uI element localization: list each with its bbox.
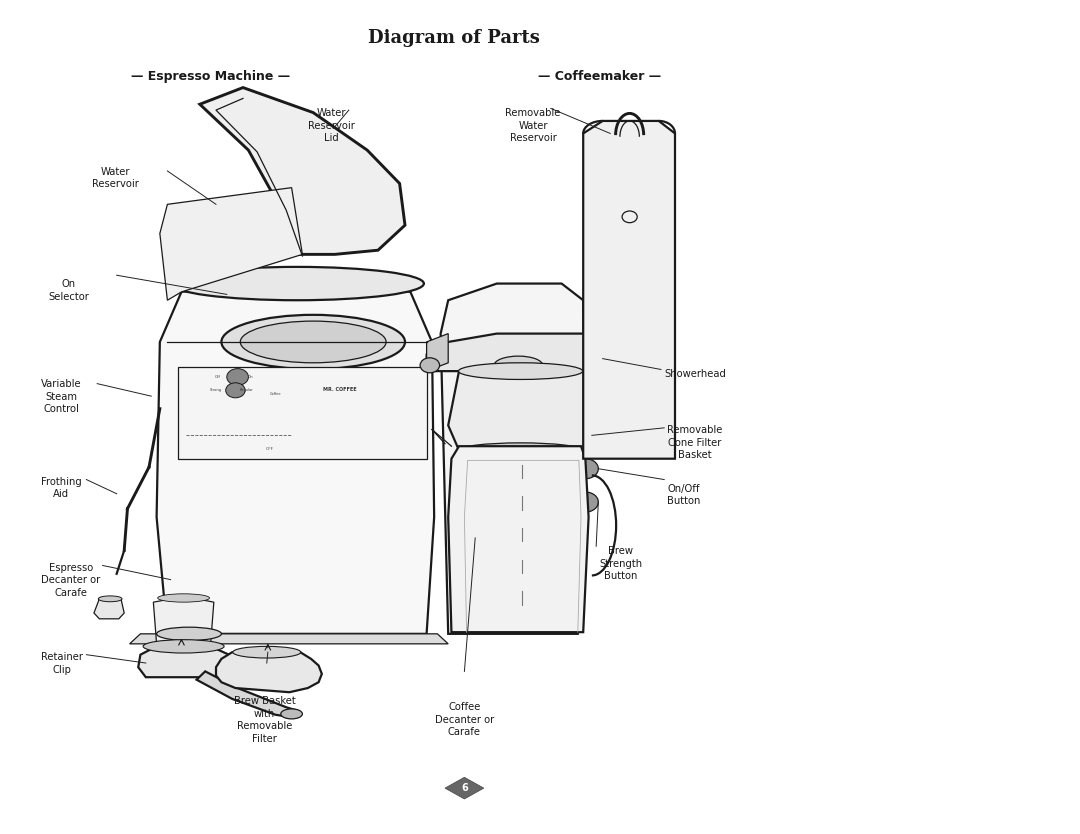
- Text: On
Selector: On Selector: [49, 279, 90, 302]
- Text: Water
Reservoir
Lid: Water Reservoir Lid: [308, 108, 354, 143]
- Circle shape: [227, 369, 248, 385]
- Polygon shape: [197, 671, 297, 717]
- Polygon shape: [153, 596, 214, 644]
- Text: On: On: [247, 375, 254, 379]
- Text: — Espresso Machine —: — Espresso Machine —: [131, 70, 291, 83]
- Text: Removable
Water
Reservoir: Removable Water Reservoir: [505, 108, 561, 143]
- Ellipse shape: [157, 627, 221, 641]
- Polygon shape: [448, 371, 592, 450]
- Ellipse shape: [98, 595, 122, 602]
- Text: Brew
Strength
Button: Brew Strength Button: [599, 546, 643, 581]
- Ellipse shape: [458, 363, 583, 379]
- Ellipse shape: [144, 640, 225, 653]
- Text: Showerhead: Showerhead: [664, 369, 726, 379]
- Polygon shape: [448, 446, 589, 632]
- Text: Off: Off: [215, 375, 221, 379]
- Polygon shape: [138, 646, 232, 677]
- Ellipse shape: [233, 646, 300, 658]
- Text: Diagram of Parts: Diagram of Parts: [367, 28, 540, 47]
- Text: On/Off
Button: On/Off Button: [667, 484, 701, 506]
- Polygon shape: [216, 652, 322, 692]
- Polygon shape: [427, 334, 599, 371]
- Polygon shape: [130, 634, 448, 644]
- Ellipse shape: [171, 267, 423, 300]
- Polygon shape: [157, 275, 434, 634]
- Polygon shape: [200, 88, 405, 254]
- Text: MR. COFFEE: MR. COFFEE: [323, 387, 357, 392]
- Circle shape: [420, 358, 440, 373]
- Text: Espresso
Decanter or
Carafe: Espresso Decanter or Carafe: [41, 563, 100, 598]
- Text: Brew Basket
with
Removable
Filter: Brew Basket with Removable Filter: [233, 696, 296, 744]
- Polygon shape: [178, 367, 427, 459]
- Text: Frothing
Aid: Frothing Aid: [41, 477, 82, 500]
- Polygon shape: [160, 188, 302, 300]
- Text: Removable
Cone Filter
Basket: Removable Cone Filter Basket: [667, 425, 723, 460]
- Text: 6: 6: [461, 783, 468, 793]
- Text: Strong: Strong: [211, 389, 221, 392]
- Polygon shape: [441, 284, 585, 634]
- Circle shape: [572, 459, 598, 479]
- Text: Retainer
Clip: Retainer Clip: [41, 652, 83, 675]
- Text: Regular: Regular: [240, 389, 253, 392]
- Text: OFF: OFF: [266, 447, 274, 450]
- Ellipse shape: [158, 594, 210, 602]
- Text: — Coffeemaker —: — Coffeemaker —: [538, 70, 661, 83]
- Polygon shape: [445, 777, 484, 799]
- Polygon shape: [427, 334, 448, 371]
- Circle shape: [226, 383, 245, 398]
- Polygon shape: [583, 121, 675, 459]
- Text: Coffee
Decanter or
Carafe: Coffee Decanter or Carafe: [435, 702, 494, 737]
- Ellipse shape: [221, 315, 405, 369]
- Polygon shape: [94, 599, 124, 619]
- Ellipse shape: [281, 709, 302, 719]
- Text: Coffee: Coffee: [270, 392, 281, 395]
- Ellipse shape: [240, 321, 387, 363]
- Text: Variable
Steam
Control: Variable Steam Control: [41, 379, 82, 414]
- Ellipse shape: [494, 356, 542, 374]
- Circle shape: [572, 492, 598, 512]
- Text: Water
Reservoir: Water Reservoir: [92, 167, 138, 189]
- Ellipse shape: [458, 443, 583, 458]
